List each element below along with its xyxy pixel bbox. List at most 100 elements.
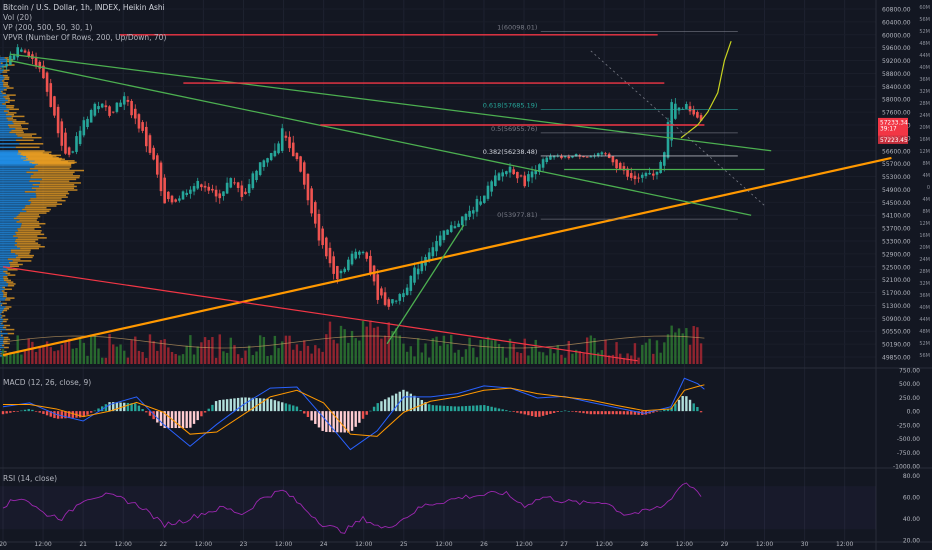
volume-bar bbox=[641, 344, 644, 364]
macd-tick: -250.00 bbox=[897, 422, 920, 429]
vp-row-down bbox=[5, 101, 10, 103]
candle-body bbox=[97, 106, 100, 110]
vp-row-up bbox=[0, 205, 26, 207]
vp-row-up bbox=[0, 94, 7, 96]
vp-row-down bbox=[15, 253, 30, 255]
vp-row-up bbox=[0, 344, 3, 347]
candle-body bbox=[552, 155, 556, 158]
vp-row-down bbox=[30, 203, 63, 205]
vp-row-down bbox=[35, 192, 70, 195]
candle-body bbox=[196, 180, 200, 189]
volume-bar bbox=[490, 340, 493, 364]
volume-bar bbox=[281, 341, 284, 364]
macd-histogram-bar bbox=[494, 407, 497, 412]
vp-row-up bbox=[0, 87, 7, 89]
vp-row-up bbox=[0, 131, 10, 134]
vp-row-up bbox=[0, 153, 21, 156]
legend-rsi[interactable]: RSI (14, close) bbox=[3, 474, 58, 483]
candle-body bbox=[655, 171, 659, 175]
candle-body bbox=[258, 162, 262, 175]
vp-row-down bbox=[17, 135, 33, 137]
volume-bar bbox=[398, 335, 401, 364]
volume-profile bbox=[0, 55, 85, 357]
macd-histogram-bar bbox=[516, 411, 519, 413]
candle-body bbox=[460, 216, 464, 226]
volume-bar bbox=[163, 339, 166, 364]
macd-histogram-bar bbox=[156, 411, 159, 423]
macd-histogram-bar bbox=[207, 408, 210, 412]
macd-histogram-bar bbox=[574, 411, 578, 413]
candle-body bbox=[508, 166, 512, 173]
volume-bar bbox=[692, 326, 695, 364]
line-trendline_red_lower bbox=[2, 266, 638, 362]
macd-tick: 250.00 bbox=[899, 395, 920, 402]
volume-bar bbox=[34, 351, 38, 364]
volume-bar bbox=[214, 357, 218, 364]
macd-histogram-bar bbox=[86, 411, 89, 415]
vp-row-down bbox=[18, 151, 52, 153]
vp-row-up bbox=[0, 151, 19, 153]
volume-bar bbox=[328, 321, 332, 364]
macd-histogram-bar bbox=[699, 411, 703, 413]
macd-histogram-bar bbox=[284, 403, 288, 412]
candle-body bbox=[288, 136, 291, 149]
volume-bar bbox=[350, 330, 354, 364]
vp-row-up bbox=[0, 265, 10, 267]
macd-histogram-bar bbox=[464, 406, 468, 412]
volume-bar bbox=[97, 348, 100, 364]
vp-row-down bbox=[0, 353, 2, 355]
volume-bar bbox=[468, 337, 471, 364]
candle-body bbox=[402, 293, 405, 298]
candle-body bbox=[306, 173, 310, 201]
macd-histogram-bar bbox=[185, 411, 188, 429]
vp-row-down bbox=[17, 237, 47, 239]
legend-vp[interactable]: VP (200, 500, 50, 30, 1) bbox=[3, 23, 93, 32]
vp-row-up bbox=[0, 247, 21, 250]
vp-row-down bbox=[3, 346, 9, 349]
vp-row-up bbox=[0, 196, 37, 198]
vol-tick: 60M bbox=[919, 5, 930, 11]
volume-bar bbox=[354, 338, 357, 364]
vp-row-down bbox=[9, 126, 22, 128]
vp-row-up bbox=[0, 350, 4, 353]
vp-row-up bbox=[0, 228, 18, 230]
vp-row-up bbox=[0, 187, 32, 190]
candle-body bbox=[563, 156, 567, 158]
vp-row-down bbox=[3, 276, 8, 278]
candle-body bbox=[596, 153, 600, 156]
legend-vpvr[interactable]: VPVR (Number Of Rows, 200, Up/Down, 70) bbox=[3, 33, 167, 42]
volume-bar bbox=[534, 339, 537, 364]
legend-macd[interactable]: MACD (12, 26, close, 9) bbox=[3, 378, 92, 387]
vp-row-down bbox=[22, 154, 61, 157]
macd-histogram-bar bbox=[413, 395, 416, 412]
vp-row-up bbox=[0, 105, 7, 107]
chart-title[interactable]: Bitcoin / U.S. Dollar, 1h, INDEX, Heikin… bbox=[3, 3, 165, 12]
volume-bar bbox=[339, 325, 343, 364]
volume-bar bbox=[60, 344, 63, 364]
vp-row-up bbox=[0, 302, 3, 305]
vp-row-up bbox=[0, 64, 8, 66]
vp-row-up bbox=[0, 277, 4, 280]
macd-histogram-bar bbox=[372, 406, 376, 412]
candle-body bbox=[251, 173, 255, 189]
macd-histogram-bar bbox=[288, 404, 291, 412]
legend-vol[interactable]: Vol (20) bbox=[3, 13, 33, 22]
vp-row-up bbox=[0, 270, 4, 273]
candle-body bbox=[284, 135, 288, 138]
macd-histogram-bar bbox=[214, 401, 218, 412]
candle-body bbox=[427, 252, 431, 261]
vp-row-up bbox=[0, 150, 19, 152]
price-tick: 60800.00 bbox=[882, 7, 911, 14]
volume-bar bbox=[236, 354, 240, 364]
vp-row-down bbox=[25, 158, 65, 161]
vp-row-down bbox=[34, 160, 75, 162]
vp-row-up bbox=[0, 124, 9, 127]
vp-row-down bbox=[31, 187, 75, 190]
vol-tick: 32M bbox=[919, 89, 930, 95]
vp-row-down bbox=[29, 168, 70, 170]
vp-row-down bbox=[26, 171, 75, 174]
volume-bar bbox=[112, 344, 115, 364]
macd-histogram-bar bbox=[9, 411, 12, 413]
vp-row-down bbox=[3, 279, 11, 282]
